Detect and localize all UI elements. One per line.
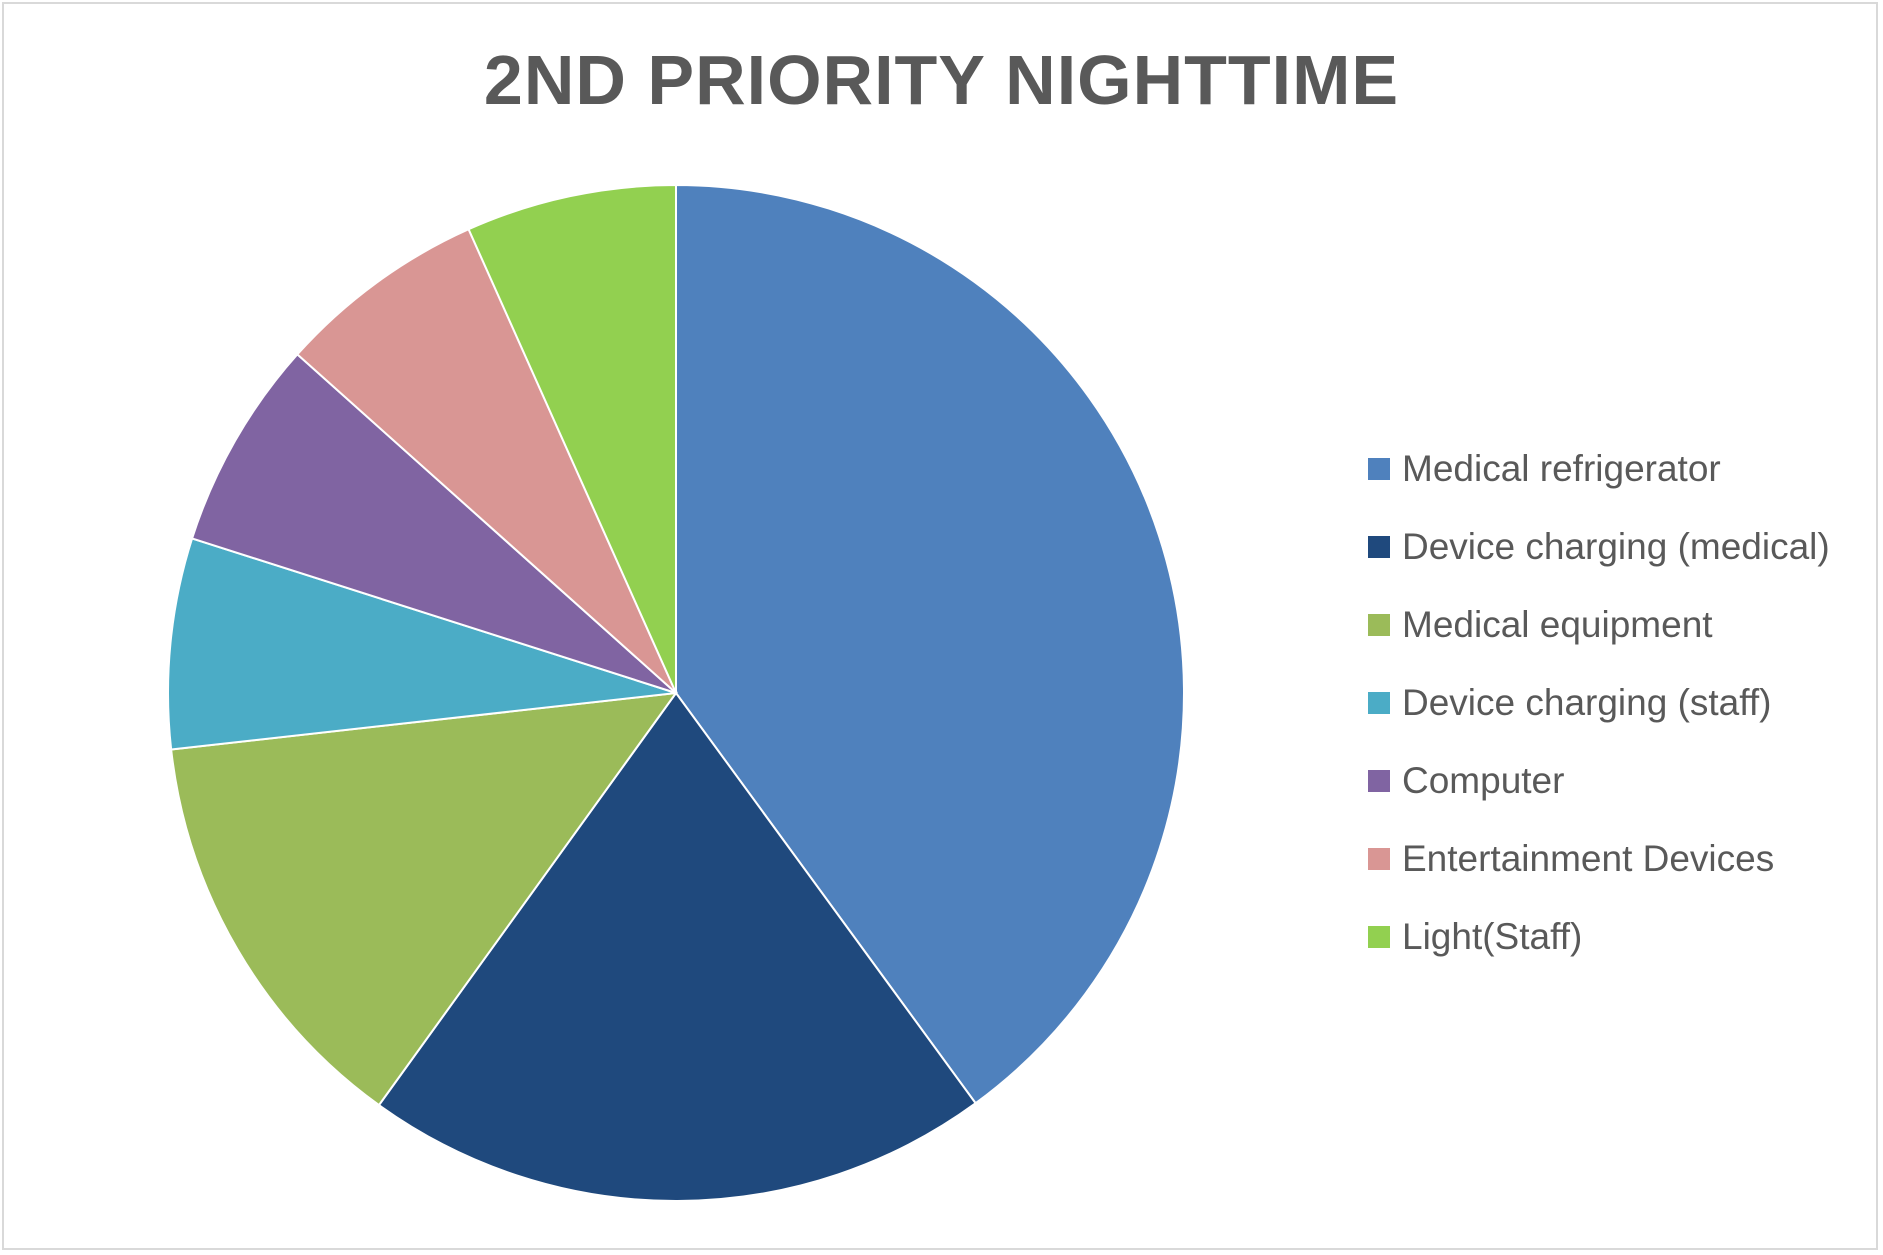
legend-item-entertainment-devices: Entertainment Devices [1368, 820, 1830, 898]
legend-item-device-charging-staff: Device charging (staff) [1368, 664, 1830, 742]
legend-swatch [1368, 848, 1390, 870]
chart-legend: Medical refrigerator Device charging (med… [1368, 430, 1830, 976]
pie-slice-medical-equipment [170, 691, 679, 1107]
pie-slice-medical-refrigerator [675, 183, 1185, 1105]
legend-swatch [1368, 614, 1390, 636]
chart-title: 2ND PRIORITY NIGHTTIME [483, 41, 1400, 119]
legend-item-computer: Computer [1368, 742, 1830, 820]
legend-label: Medical equipment [1402, 604, 1713, 645]
legend-swatch [1368, 926, 1390, 948]
pie-slice-light-staff [467, 183, 677, 694]
legend-item-light-staff: Light(Staff) [1368, 898, 1830, 976]
legend-swatch [1368, 536, 1390, 558]
legend-item-medical-equipment: Medical equipment [1368, 586, 1830, 664]
legend-label: Computer [1402, 760, 1565, 801]
pie-slice-computer [190, 352, 677, 694]
legend-item-medical-refrigerator: Medical refrigerator [1368, 430, 1830, 508]
legend-swatch [1368, 458, 1390, 480]
legend-swatch [1368, 692, 1390, 714]
legend-swatch [1368, 770, 1390, 792]
legend-label: Medical refrigerator [1402, 448, 1721, 489]
legend-label: Entertainment Devices [1402, 838, 1775, 879]
pie-slice-device-charging-staff [167, 537, 677, 751]
legend-label: Device charging (staff) [1402, 682, 1772, 723]
legend-item-device-charging-medical: Device charging (medical) [1368, 508, 1830, 586]
legend-label: Device charging (medical) [1402, 526, 1830, 567]
pie-slice-entertainment-devices [295, 227, 677, 694]
pie-slice-device-charging-medical [377, 691, 978, 1202]
legend-label: Light(Staff) [1402, 916, 1583, 957]
